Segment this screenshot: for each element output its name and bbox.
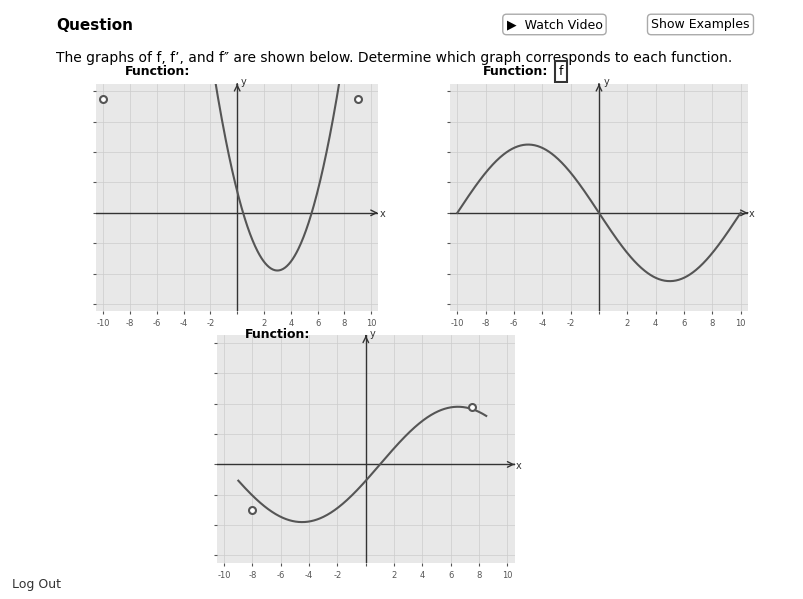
Text: Log Out: Log Out bbox=[12, 577, 61, 591]
Text: x: x bbox=[379, 210, 385, 219]
Text: f: f bbox=[558, 65, 563, 78]
Text: Show Examples: Show Examples bbox=[650, 18, 749, 31]
Text: Function:: Function: bbox=[124, 65, 190, 78]
Text: ▶  Watch Video: ▶ Watch Video bbox=[506, 18, 601, 31]
Text: x: x bbox=[516, 461, 521, 471]
Text: y: y bbox=[369, 329, 375, 339]
Text: The graphs of f, f’, and f″ are shown below. Determine which graph corresponds t: The graphs of f, f’, and f″ are shown be… bbox=[56, 51, 732, 65]
Text: y: y bbox=[241, 77, 247, 87]
Text: x: x bbox=[748, 210, 754, 219]
Text: Question: Question bbox=[56, 18, 133, 33]
Text: y: y bbox=[602, 77, 608, 87]
Text: Function:: Function: bbox=[482, 65, 547, 78]
Text: Function:: Function: bbox=[245, 328, 310, 341]
